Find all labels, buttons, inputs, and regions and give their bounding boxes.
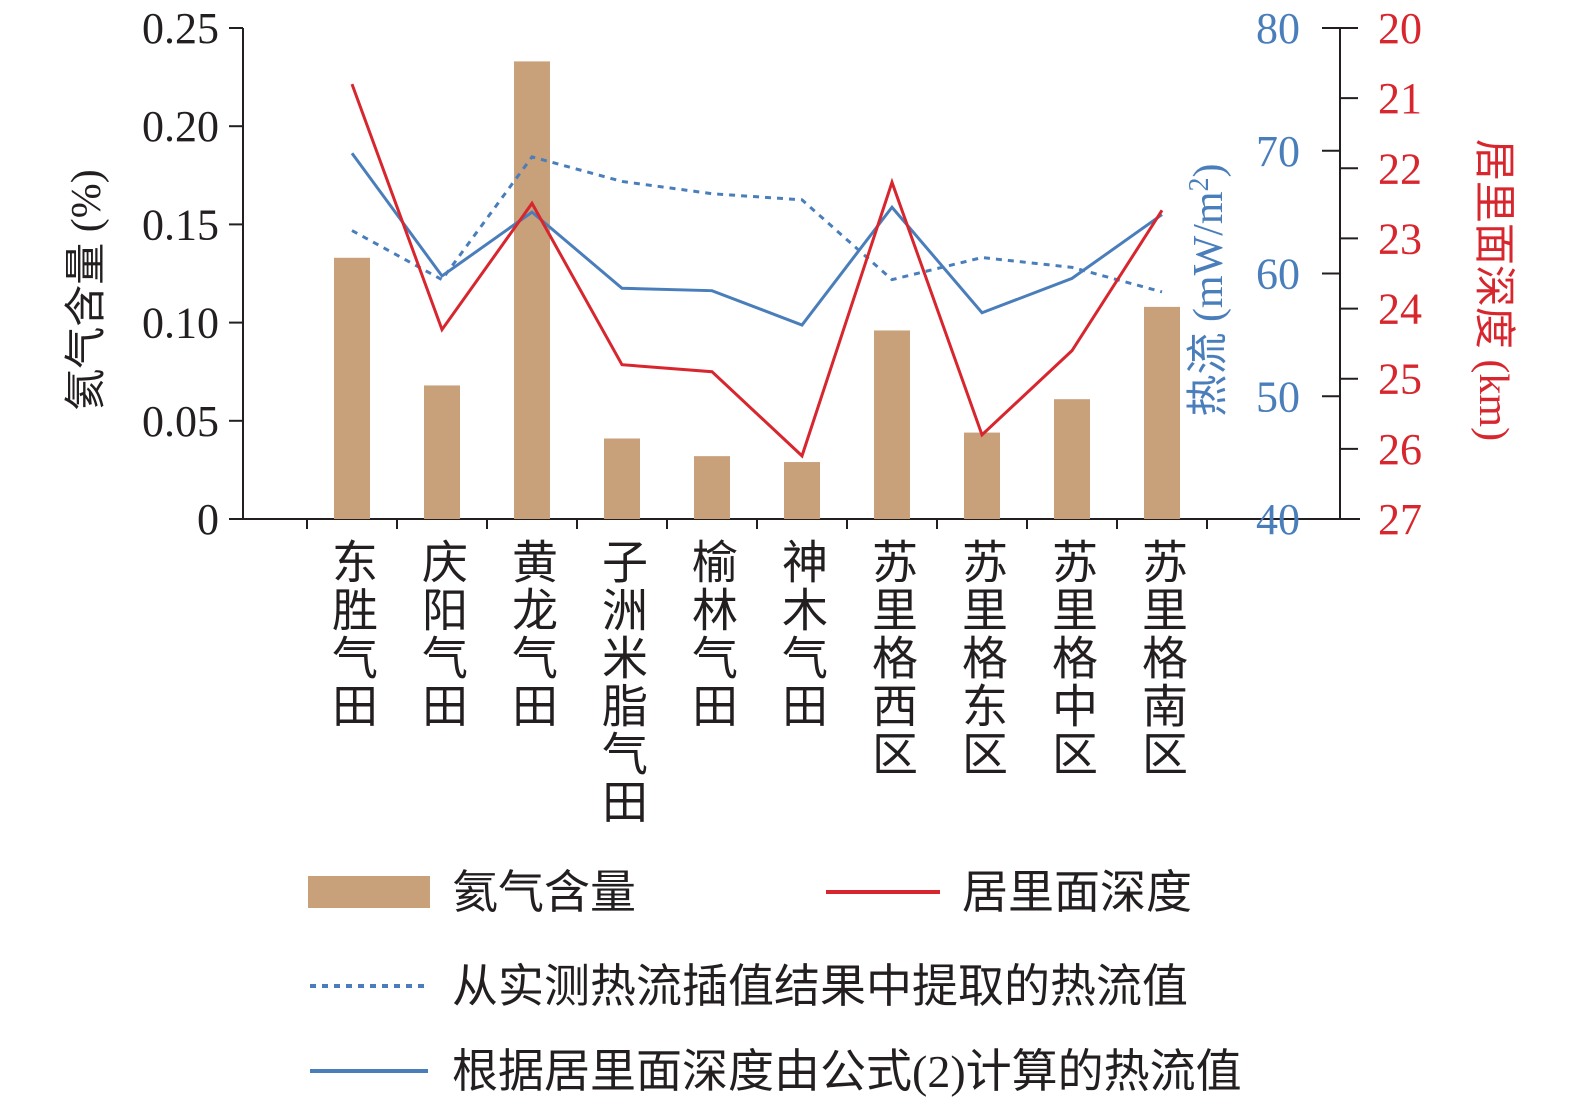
x-category-label: 苏里格东区 bbox=[955, 538, 1009, 778]
y-right1-tick-label: 50 bbox=[1256, 372, 1300, 421]
bar-1 bbox=[334, 257, 370, 519]
bar-3 bbox=[514, 61, 550, 519]
y-right2-tick-label: 23 bbox=[1378, 214, 1422, 263]
y-right1-tick-label: 70 bbox=[1256, 127, 1300, 176]
y-left-tick-label: 0 bbox=[197, 495, 219, 544]
legend: 氦气含量 居里面深度 从实测热流插值结果中提取的热流值 根据居里面深度由公式(2… bbox=[308, 867, 1242, 1097]
y-right1-label-sup: 2 bbox=[1184, 177, 1215, 191]
y-right1-tick-label: 60 bbox=[1256, 250, 1300, 299]
y-right2-tick-label: 25 bbox=[1378, 355, 1422, 404]
x-category-label: 东胜气田 bbox=[325, 538, 379, 730]
bar-9 bbox=[1054, 399, 1090, 519]
y-right1-tick-label: 40 bbox=[1256, 495, 1300, 544]
x-category-label: 苏里格西区 bbox=[865, 538, 919, 778]
line-curie-depth bbox=[350, 83, 1164, 459]
bar-8 bbox=[964, 432, 1000, 519]
y-right2-tick-label: 22 bbox=[1378, 144, 1422, 193]
line-computed-heat-flow bbox=[350, 152, 1163, 327]
y-right2-tick-label: 21 bbox=[1378, 74, 1422, 123]
bar-7 bbox=[874, 330, 910, 519]
legend-label-helium: 氦气含量 bbox=[452, 867, 636, 918]
lines-layer bbox=[350, 83, 1164, 459]
legend-label-measured: 从实测热流插值结果中提取的热流值 bbox=[452, 961, 1188, 1012]
bar-2 bbox=[424, 385, 460, 519]
y-right2-tick-label: 24 bbox=[1378, 285, 1422, 334]
y-left-tick-label: 0.10 bbox=[142, 299, 219, 348]
bar-10 bbox=[1144, 306, 1180, 519]
y-right1-tick-label: 80 bbox=[1256, 4, 1300, 53]
legend-label-curie: 居里面深度 bbox=[962, 867, 1192, 918]
y-left-tick-label: 0.15 bbox=[142, 200, 219, 249]
y-right1-label-main: 热流 (mW/m bbox=[1186, 191, 1232, 416]
y-left-tick-label: 0.05 bbox=[142, 397, 219, 446]
y-right2-tick-label: 26 bbox=[1378, 425, 1422, 474]
x-category-label: 榆林气田 bbox=[685, 538, 739, 730]
bars-layer bbox=[334, 61, 1180, 519]
x-category-label: 庆阳气田 bbox=[415, 538, 469, 730]
y-left-tick-label: 0.20 bbox=[142, 102, 219, 151]
x-category-label: 黄龙气田 bbox=[505, 538, 559, 730]
y-right2-tick-label: 20 bbox=[1378, 4, 1422, 53]
line-measured-heat-flow bbox=[351, 155, 1163, 294]
bar-4 bbox=[604, 438, 640, 519]
y-left-tick-label: 0.25 bbox=[142, 4, 219, 53]
x-category-label: 苏里格南区 bbox=[1135, 538, 1189, 778]
bar-5 bbox=[694, 456, 730, 519]
y-right1-label-end: ) bbox=[1186, 163, 1232, 177]
y-right1-label: 热流 (mW/m2) bbox=[1184, 163, 1232, 416]
x-category-label: 子洲米脂气田 bbox=[595, 538, 649, 826]
y-left-label: 氦气含量 (%) bbox=[64, 169, 110, 410]
y-right2-tick-label: 27 bbox=[1378, 495, 1422, 544]
y-right2-label: 居里面深度 (km) bbox=[1470, 139, 1516, 441]
legend-swatch-bar bbox=[308, 876, 430, 908]
x-category-label: 神木气田 bbox=[775, 538, 829, 730]
x-category-label: 苏里格中区 bbox=[1045, 538, 1099, 778]
bar-6 bbox=[784, 462, 820, 519]
legend-label-computed: 根据居里面深度由公式(2)计算的热流值 bbox=[452, 1046, 1242, 1097]
